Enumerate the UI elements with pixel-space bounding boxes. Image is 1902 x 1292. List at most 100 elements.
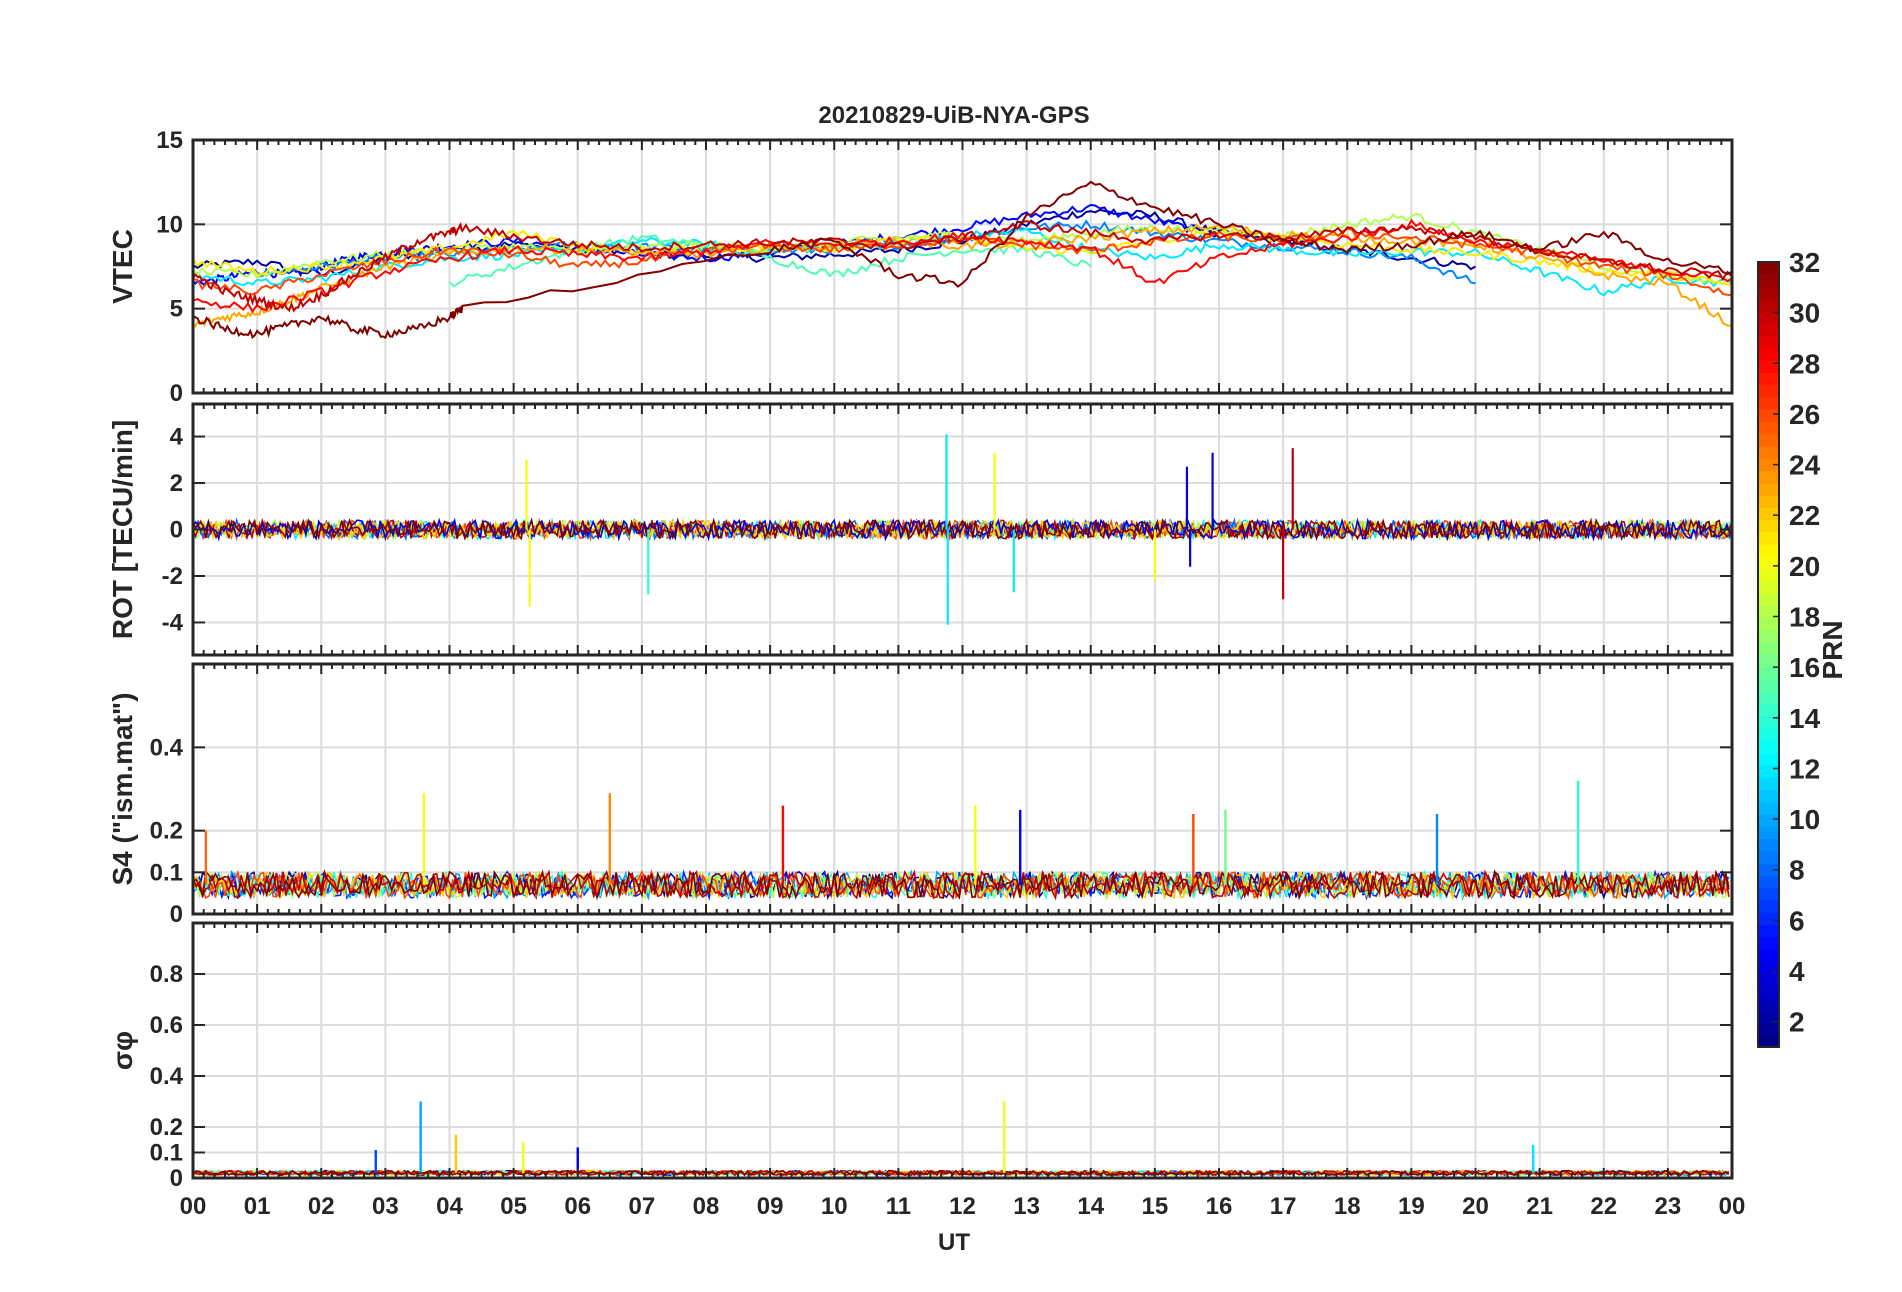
colorbar-segment	[1758, 715, 1779, 729]
x-tick-label: 00	[1719, 1193, 1746, 1220]
colorbar-segment	[1758, 740, 1779, 754]
y-tick-label: 0.2	[150, 818, 183, 845]
colorbar-segment	[1758, 617, 1779, 631]
y-tick-label: 5	[170, 296, 183, 323]
colorbar-segment	[1758, 384, 1779, 398]
colorbar-tick-label: 30	[1789, 298, 1820, 329]
colorbar-segment	[1758, 875, 1779, 889]
data-lines	[193, 780, 1730, 901]
colorbar-tick-label: 12	[1789, 753, 1820, 784]
colorbar-segment	[1758, 347, 1779, 361]
y-tick-label: 0.1	[150, 1140, 183, 1167]
y-tick-label: -2	[162, 563, 183, 590]
x-tick-label: 09	[757, 1193, 784, 1220]
x-tick-label: 14	[1077, 1193, 1104, 1220]
series-line-prn-32	[193, 180, 1732, 340]
y-tick-label: 0.6	[150, 1012, 183, 1039]
colorbar-segment	[1758, 495, 1779, 508]
x-tick-label: 05	[500, 1193, 527, 1220]
colorbar-segment	[1758, 311, 1779, 324]
colorbar-segment	[1758, 556, 1779, 570]
y-tick-label: 0.8	[150, 961, 183, 988]
y-tick-label: 0	[170, 901, 183, 928]
colorbar-segment	[1758, 433, 1779, 447]
colorbar-segment	[1758, 642, 1779, 656]
colorbar-tick-label: 18	[1789, 602, 1820, 633]
colorbar-segment	[1758, 568, 1779, 582]
x-tick-label: 20	[1462, 1193, 1489, 1220]
colorbar-segment	[1758, 396, 1779, 410]
colorbar-segment	[1758, 961, 1779, 975]
colorbar-segment	[1758, 777, 1779, 791]
colorbar-segment	[1758, 789, 1779, 803]
y-axis-label: σφ	[107, 1031, 138, 1070]
x-tick-label: 22	[1590, 1193, 1617, 1220]
colorbar-segment	[1758, 605, 1779, 619]
x-tick-label: 13	[1013, 1193, 1040, 1220]
colorbar-segment	[1758, 936, 1779, 950]
data-lines	[193, 180, 1732, 340]
colorbar-segment	[1758, 948, 1779, 962]
colorbar-tick-label: 4	[1789, 956, 1805, 987]
colorbar-segment	[1758, 507, 1779, 521]
y-tick-label: 0.1	[150, 859, 183, 886]
series-line-prn-28	[193, 218, 1732, 314]
x-tick-label: 08	[693, 1193, 720, 1220]
colorbar-segment	[1758, 850, 1779, 864]
colorbar-segment	[1758, 629, 1779, 643]
chart-title: 20210829-UiB-NYA-GPS	[818, 102, 1089, 129]
colorbar-tick-label: 20	[1789, 551, 1820, 582]
baseline-trace-prn-32	[193, 869, 1730, 901]
colorbar-segment	[1758, 752, 1779, 766]
colorbar-segment	[1758, 863, 1779, 876]
x-tick-label: 11	[886, 1193, 911, 1220]
x-tick-label: 12	[949, 1193, 976, 1220]
colorbar-segment	[1758, 298, 1779, 312]
x-tick-labels: 00 01 02 03 04 05 06 07 08 09 10 11 12 13 14 15 16 17 18 19…	[180, 1193, 1746, 1220]
panel-4: 00.10.2 0.4 0.6 0.8 σφ	[107, 921, 1734, 1192]
x-tick-label: 04	[436, 1193, 463, 1220]
x-tick-label: 03	[372, 1193, 399, 1220]
x-tick-label: 06	[564, 1193, 591, 1220]
x-tick-label: 01	[244, 1193, 271, 1220]
colorbar-segment	[1758, 445, 1779, 459]
x-axis-label: UT	[938, 1229, 970, 1256]
series-line-prn-5	[193, 203, 1220, 287]
panel-2: -4 -2 0 2 4 ROT [TECU/min]	[107, 402, 1734, 657]
x-tick-label: 16	[1206, 1193, 1233, 1220]
colorbar-segment	[1758, 764, 1779, 778]
colorbar-segment	[1758, 703, 1779, 717]
colorbar-tick-label: 22	[1789, 500, 1820, 531]
colorbar-tick-label: 32	[1789, 247, 1820, 278]
x-tick-label: 18	[1334, 1193, 1361, 1220]
colorbar-segment	[1758, 1010, 1779, 1024]
x-tick-label: 15	[1142, 1193, 1169, 1220]
x-tick-label: 23	[1655, 1193, 1682, 1220]
colorbar-segment	[1758, 887, 1779, 901]
colorbar-tick-label: 26	[1789, 399, 1820, 430]
colorbar-tick-label: 10	[1789, 804, 1820, 835]
y-tick-label: 4	[170, 424, 184, 451]
colorbar-segment	[1758, 274, 1779, 288]
colorbar-segment	[1758, 728, 1779, 741]
colorbar-segment	[1758, 679, 1779, 692]
colorbar-label: PRN	[1817, 620, 1848, 679]
series-line-prn-15	[448, 234, 1092, 288]
y-tick-label: 0	[170, 1165, 183, 1192]
y-tick-label: 0.2	[150, 1114, 183, 1141]
x-tick-label: 21	[1526, 1193, 1553, 1220]
colorbar-segment	[1758, 335, 1779, 349]
y-tick-label: 0.4	[150, 734, 184, 761]
x-tick-label: 00	[180, 1193, 207, 1220]
y-tick-label: 2	[170, 470, 183, 497]
panel-1: 0 5 10 15 VTEC	[107, 127, 1734, 407]
y-tick-label: 0	[170, 517, 183, 544]
colorbar-segment	[1758, 813, 1779, 827]
colorbar-segment	[1758, 482, 1779, 496]
data-lines	[193, 434, 1732, 625]
x-tick-label: 10	[821, 1193, 848, 1220]
colorbar-tick-label: 24	[1789, 450, 1821, 481]
colorbar-segment	[1758, 372, 1779, 386]
